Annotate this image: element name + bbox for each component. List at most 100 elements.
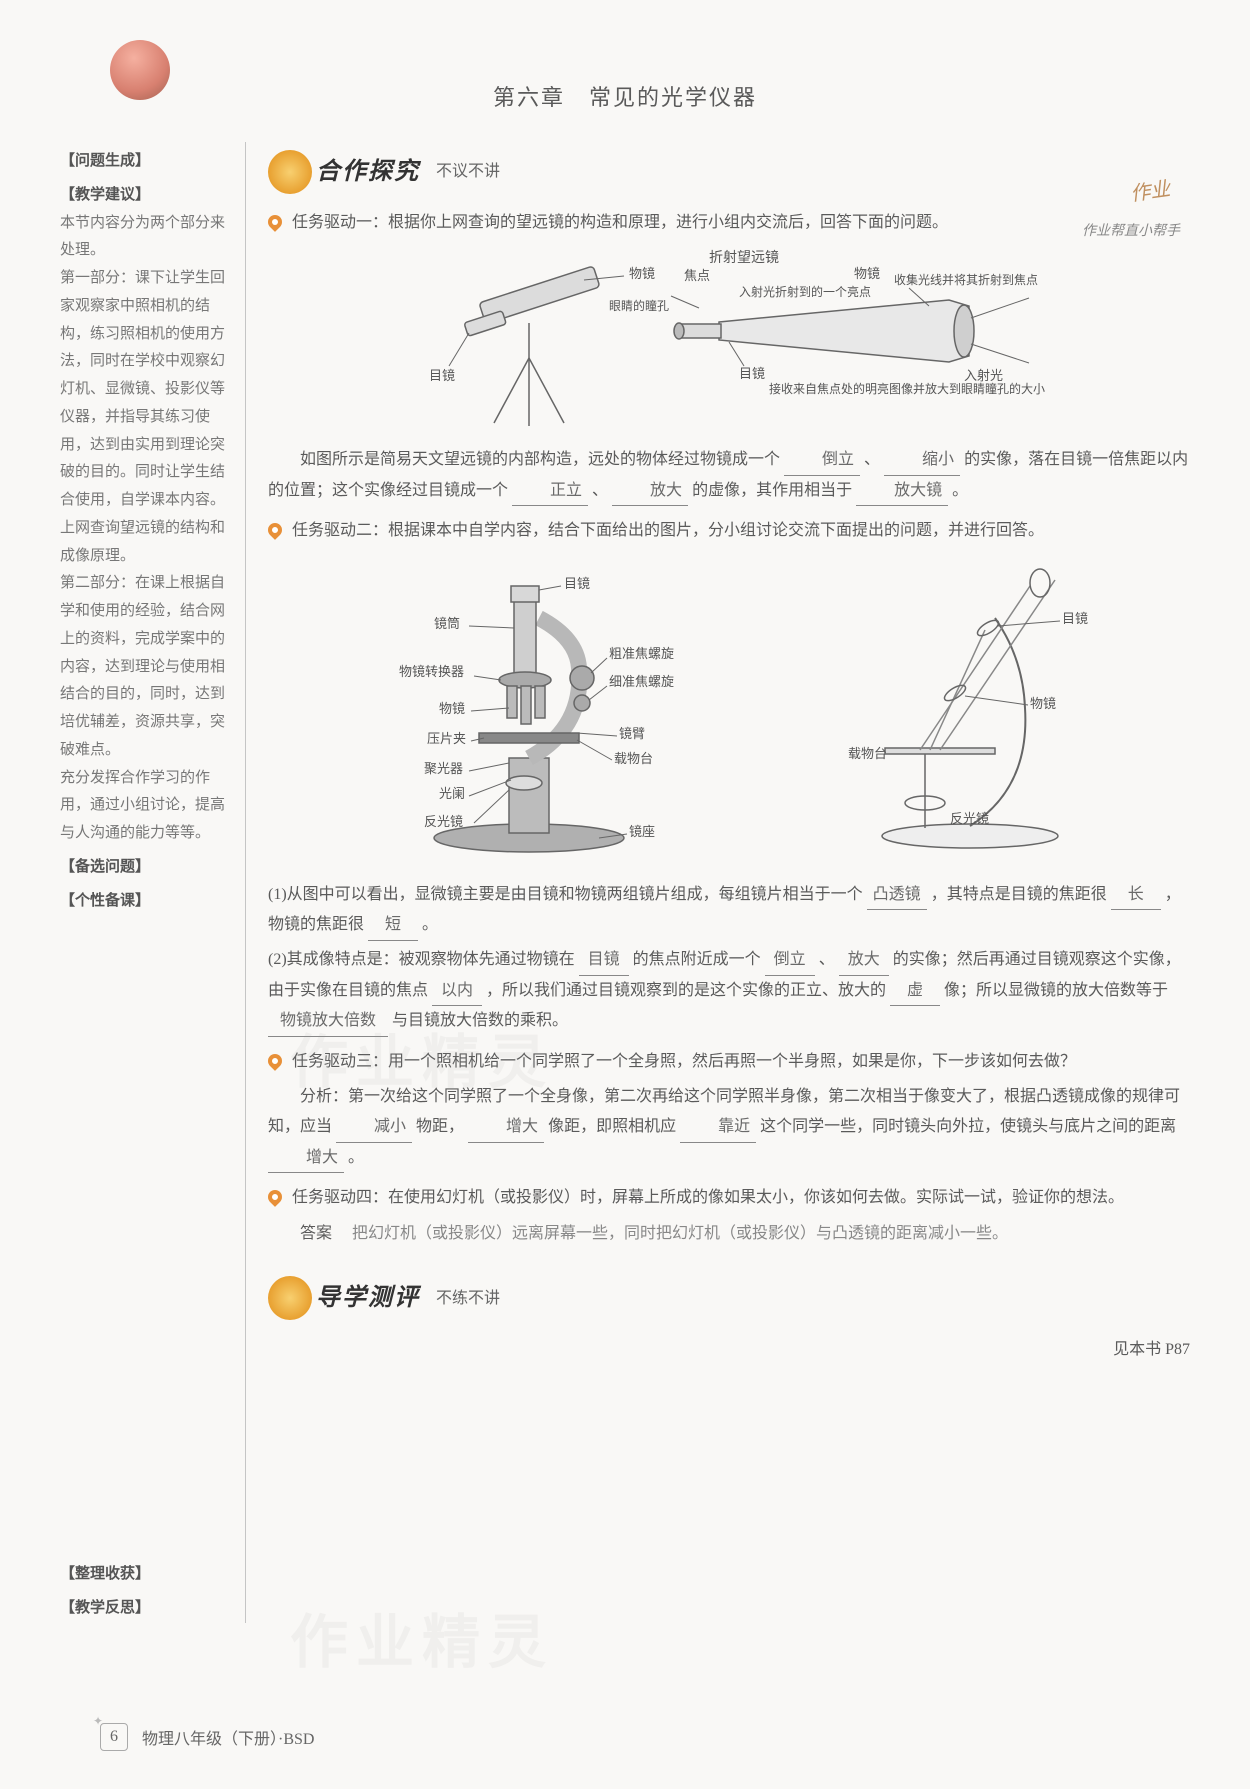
- telescope-diagram: 折射望远镜 物镜 目镜 焦点 物镜: [268, 248, 1190, 433]
- task3-answer: 分析：第一次给这个同学照了一个全身像，第二次再给这个同学照半身像，第二次相当于像…: [268, 1082, 1190, 1173]
- q1: (1)从图中可以看出，显微镜主要是由目镜和物镜两组镜片组成，每组镜片相当于一个 …: [268, 880, 1190, 941]
- task4: 任务驱动四：在使用幻灯机（或投影仪）时，屏幕上所成的像如果太小，你该如何去做。实…: [268, 1183, 1190, 1213]
- text: 像距，即照相机应: [548, 1118, 676, 1135]
- svg-text:载物台: 载物台: [848, 746, 887, 761]
- sidebar-label: 【整理收获】: [60, 1561, 225, 1589]
- svg-label: 收集光线并将其折射到焦点: [894, 272, 1038, 287]
- text: 这个同学一些，同时镜头向外拉，使镜头与底片之间的距离: [760, 1118, 1176, 1135]
- svg-label: 目镜: [739, 366, 765, 381]
- text: (1)从图中可以看出，显微镜主要是由目镜和物镜两组镜片组成，每组镜片相当于一个: [268, 886, 863, 903]
- homework-stamp-small: 作业帮直小帮手: [1082, 220, 1180, 240]
- banner-daoxue: 导学测评 不练不讲: [268, 1276, 1190, 1320]
- task4-answer: 答案 把幻灯机（或投影仪）远离屏幕一些，同时把幻灯机（或投影仪）与凸透镜的距离减…: [268, 1219, 1190, 1249]
- svg-text:载物台: 载物台: [614, 751, 653, 766]
- q2: (2)其成像特点是：被观察物体先通过物镜在 目镜 的焦点附近成一个 倒立 、 放…: [268, 945, 1190, 1037]
- svg-label: 物镜: [854, 266, 880, 281]
- svg-text:物镜转换器: 物镜转换器: [399, 664, 464, 679]
- blank: 物镜放大倍数: [268, 1006, 388, 1037]
- blank: 凸透镜: [867, 880, 927, 911]
- microscope-diagrams: 目镜 镜筒 粗准焦螺旋 细准焦螺旋 物镜转换器 物镜 镜臂 压片夹 载物台 聚光…: [268, 558, 1190, 868]
- blank: 正立: [512, 476, 588, 507]
- text: ，其特点是目镜的焦距很: [931, 886, 1107, 903]
- svg-text:压片夹: 压片夹: [427, 731, 466, 746]
- svg-text:物镜: 物镜: [1030, 696, 1056, 711]
- blank: 虚: [890, 976, 940, 1007]
- sidebar-text: 充分发挥合作学习的作用，通过小组讨论，提高与人沟通的能力等等。: [60, 765, 225, 848]
- sidebar-label: 【个性备课】: [60, 888, 225, 916]
- blank: 倒立: [765, 945, 815, 976]
- microscope-right: 目镜 物镜 载物台 反光镜: [830, 558, 1130, 868]
- pin-icon: [265, 212, 285, 232]
- text: 如图所示是简易天文望远镜的内部构造，远处的物体经过物镜成一个: [300, 451, 780, 468]
- task1-text: 任务驱动一：根据你上网查询的望远镜的构造和原理，进行小组内交流后，回答下面的问题…: [292, 214, 948, 231]
- blank: 放大: [839, 945, 889, 976]
- pin-icon: [265, 1051, 285, 1071]
- homework-stamp: 作业: [1128, 172, 1172, 206]
- blank: 增大: [268, 1143, 344, 1174]
- sidebar-text: 本节内容分为两个部分来处理。: [60, 210, 225, 266]
- sidebar-text: 第一部分：课下让学生回家观察家中照相机的结构，练习照相机的使用方法，同时在学校中…: [60, 265, 225, 570]
- sidebar-label: 【问题生成】: [60, 148, 225, 176]
- text: 。: [422, 916, 438, 933]
- blank: 靠近: [680, 1112, 756, 1143]
- sidebar-label: 【教学建议】: [60, 182, 225, 210]
- text: 。: [952, 482, 968, 499]
- blank: 长: [1111, 880, 1161, 911]
- text: 与目镜放大倍数的乘积。: [392, 1012, 568, 1029]
- pin-icon: [265, 520, 285, 540]
- svg-text:物镜: 物镜: [439, 701, 465, 716]
- svg-label: 入射光折射到的一个亮点: [739, 284, 871, 299]
- task2: 任务驱动二：根据课本中自学内容，结合下面给出的图片，分小组讨论交流下面提出的问题…: [268, 516, 1190, 546]
- banner-sub: 不练不讲: [436, 1284, 500, 1314]
- svg-text:反光镜: 反光镜: [950, 811, 989, 826]
- text: 的焦点附近成一个: [633, 951, 761, 968]
- microscope-left: 目镜 镜筒 粗准焦螺旋 细准焦螺旋 物镜转换器 物镜 镜臂 压片夹 载物台 聚光…: [329, 558, 709, 868]
- text: 物距，: [416, 1118, 464, 1135]
- svg-text:目镜: 目镜: [564, 576, 590, 591]
- telescope-para: 如图所示是简易天文望远镜的内部构造，远处的物体经过物镜成一个 倒立 、 缩小 的…: [268, 445, 1190, 506]
- svg-label: 入射光: [964, 368, 1003, 383]
- svg-text:接收来自焦点处的明亮图像并放大到眼睛瞳孔的大小: 接收来自焦点处的明亮图像并放大到眼睛瞳孔的大小: [769, 381, 1045, 396]
- svg-label: 折射望远镜: [709, 250, 779, 266]
- book-title: 物理八年级（下册）·BSD: [142, 1725, 314, 1749]
- blank: 目镜: [579, 945, 629, 976]
- sidebar-label: 【教学反思】: [60, 1595, 225, 1623]
- blank: 短: [368, 910, 418, 941]
- answer-text: 把幻灯机（或投影仪）远离屏幕一些，同时把幻灯机（或投影仪）与凸透镜的距离减小一些…: [352, 1225, 1008, 1242]
- svg-label: 焦点: [684, 268, 710, 283]
- text: (2)其成像特点是：被观察物体先通过物镜在: [268, 951, 575, 968]
- content-wrap: 【问题生成】 【教学建议】 本节内容分为两个部分来处理。 第一部分：课下让学生回…: [60, 142, 1190, 1623]
- chapter-title: 第六章 常见的光学仪器: [60, 80, 1190, 112]
- svg-label: 接收来自焦点处的明亮图像并放大到眼睛瞳孔的大小: [769, 381, 1045, 396]
- svg-text:目镜: 目镜: [1062, 611, 1088, 626]
- svg-text:聚光器: 聚光器: [424, 761, 463, 776]
- sun-icon: [268, 1276, 312, 1320]
- text: ，所以我们通过目镜观察到的是这个实像的正立、放大的: [486, 982, 886, 999]
- text: 、: [592, 482, 608, 499]
- sidebar-label: 【备选问题】: [60, 854, 225, 882]
- blank: 放大镜: [856, 476, 948, 507]
- see-book: 见本书 P87: [268, 1335, 1190, 1365]
- svg-text:镜筒: 镜筒: [434, 616, 460, 631]
- blank: 减小: [336, 1112, 412, 1143]
- blank: 以内: [432, 976, 482, 1007]
- svg-text:细准焦螺旋: 细准焦螺旋: [609, 674, 674, 689]
- task2-text: 任务驱动二：根据课本中自学内容，结合下面给出的图片，分小组讨论交流下面提出的问题…: [292, 522, 1044, 539]
- mascot-logo: [110, 40, 170, 100]
- banner-title: 导学测评: [316, 1276, 420, 1320]
- text: 、: [819, 951, 835, 968]
- svg-label: 物镜: [629, 266, 655, 281]
- blank: 增大: [468, 1112, 544, 1143]
- text: 、: [864, 451, 880, 468]
- svg-text:粗准焦螺旋: 粗准焦螺旋: [609, 646, 674, 661]
- task1: 任务驱动一：根据你上网查询的望远镜的构造和原理，进行小组内交流后，回答下面的问题…: [268, 208, 1190, 238]
- sun-icon: [268, 150, 312, 194]
- banner-title: 合作探究: [316, 150, 420, 194]
- banner-hezuo: 合作探究 不议不讲: [268, 150, 1190, 194]
- page-number: 6: [100, 1723, 128, 1751]
- footer: 6 物理八年级（下册）·BSD: [100, 1723, 314, 1751]
- task4-text: 任务驱动四：在使用幻灯机（或投影仪）时，屏幕上所成的像如果太小，你该如何去做。实…: [292, 1189, 1124, 1206]
- svg-text:镜座: 镜座: [629, 824, 655, 839]
- task3: 任务驱动三：用一个照相机给一个同学照了一个全身照，然后再照一个半身照，如果是你，…: [268, 1047, 1190, 1077]
- main-content: 合作探究 不议不讲 任务驱动一：根据你上网查询的望远镜的构造和原理，进行小组内交…: [245, 142, 1190, 1623]
